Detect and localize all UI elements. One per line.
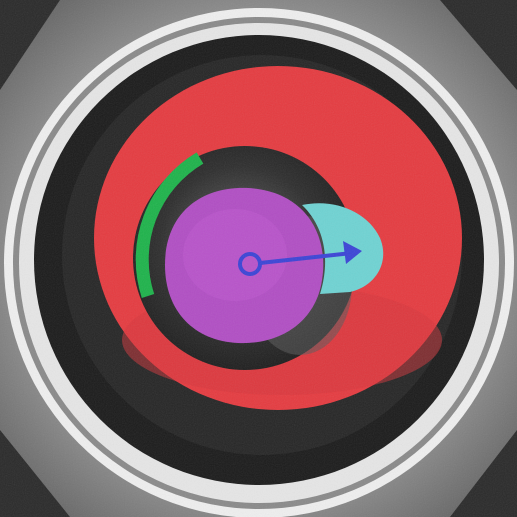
texture-overlay — [0, 0, 517, 517]
segmentation-overlay-image — [0, 0, 517, 517]
